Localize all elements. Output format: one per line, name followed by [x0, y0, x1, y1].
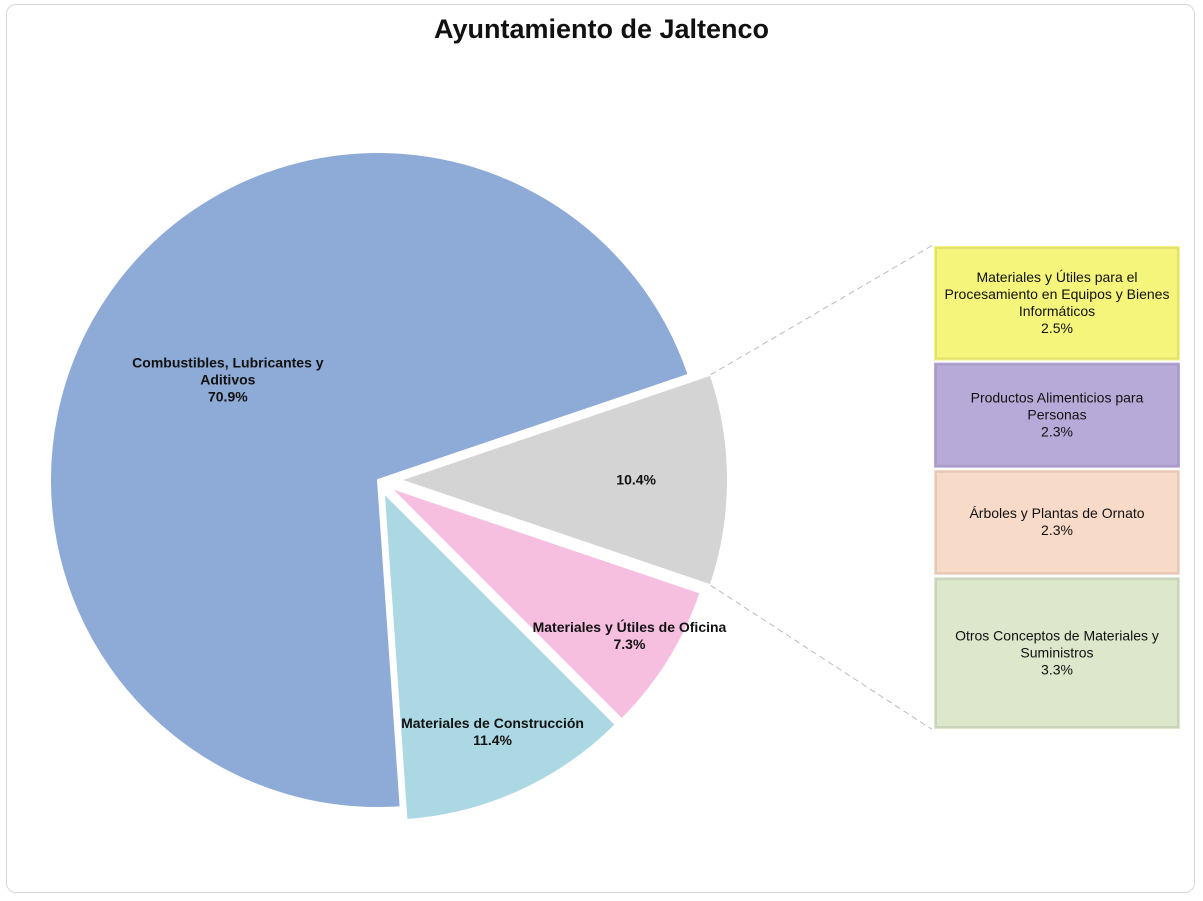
bar-segment-edge [935, 470, 1179, 575]
category-label: Combustibles, Lubricantes y Aditivos [132, 354, 324, 388]
chart-frame [6, 4, 1195, 893]
data-label: Productos Alimenticios para Personas 2.3% [940, 390, 1175, 441]
bar-segment [932, 244, 1182, 363]
value-label: 2.5% [1041, 320, 1073, 337]
data-label: Árboles y Plantas de Ornato 2.3% [940, 505, 1175, 539]
bar-segment-edge [935, 247, 1179, 360]
data-label: 10.4% [516, 472, 756, 489]
value-label: 11.4% [473, 731, 512, 748]
data-label: Otros Conceptos de Materiales y Suminist… [940, 628, 1175, 679]
value-label: 10.4% [616, 471, 656, 488]
pie-slice [389, 486, 702, 721]
category-label: Árboles y Plantas de Ornato [969, 505, 1145, 522]
bar-segment-edge [935, 363, 1179, 467]
value-label: 2.3% [1041, 522, 1073, 539]
value-label: 7.3% [613, 636, 646, 653]
category-label: Materiales y Útiles de Oficina [532, 619, 727, 636]
category-label: Otros Conceptos de Materiales y Suminist… [955, 627, 1159, 661]
data-label: Materiales y Útiles para el Procesamient… [940, 269, 1175, 337]
value-label: 70.9% [207, 388, 248, 405]
connector-line [710, 244, 934, 376]
bar-segment [932, 467, 1182, 578]
value-label: 3.3% [1041, 661, 1073, 678]
pie-slice [382, 490, 618, 822]
value-label: 2.3% [1041, 423, 1073, 440]
category-label: Materiales y Útiles para el Procesamient… [944, 269, 1170, 320]
pie-slice [396, 373, 729, 587]
data-label: Combustibles, Lubricantes y Aditivos 70.9… [108, 355, 348, 406]
data-label: Materiales de Construcción 11.4% [373, 715, 613, 749]
chart-title: Ayuntamiento de Jaltenco [433, 14, 770, 44]
bar-segment-edge [935, 578, 1179, 728]
category-label: Materiales de Construcción [401, 714, 584, 731]
category-label: Productos Alimenticios para Personas [970, 389, 1144, 423]
connector-line [710, 584, 934, 731]
pie-slice [49, 151, 690, 809]
data-label: Materiales y Útiles de Oficina 7.3% [509, 619, 749, 653]
bar-segment [932, 575, 1182, 731]
